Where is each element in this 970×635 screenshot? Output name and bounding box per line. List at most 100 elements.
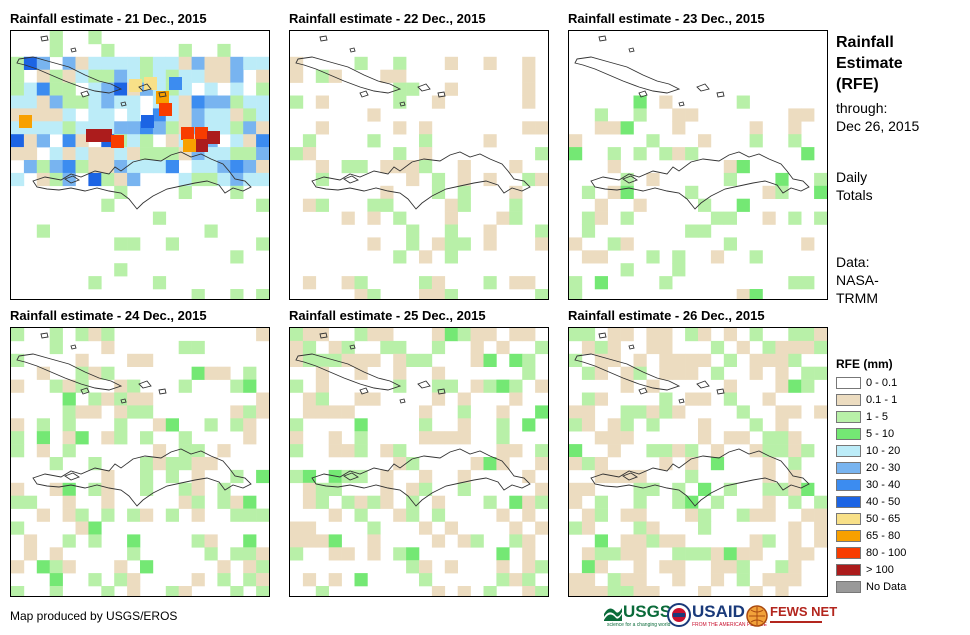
- rainfall-cell: [129, 79, 142, 92]
- rainfall-cell: [496, 211, 510, 225]
- rainfall-cell: [302, 134, 317, 148]
- rainfall-cell: [144, 77, 157, 90]
- rainfall-cell: [672, 121, 686, 135]
- rainfall-cell: [191, 95, 205, 109]
- rainfall-grid: [290, 56, 548, 299]
- rainfall-cell: [354, 495, 368, 509]
- rainfall-cell: [483, 237, 497, 251]
- coastline-path: [359, 387, 369, 395]
- rainfall-cell: [11, 560, 25, 574]
- rainfall-cell: [788, 328, 802, 342]
- rainfall-cell: [509, 276, 523, 290]
- rainfall-cell: [256, 134, 269, 148]
- rainfall-cell: [646, 444, 660, 458]
- rainfall-cell: [230, 185, 244, 199]
- rainfall-cell: [207, 131, 220, 144]
- fewsnet-underline: [770, 621, 822, 623]
- rainfall-cell: [178, 108, 192, 122]
- rainfall-cell: [659, 328, 673, 342]
- rainfall-cell: [49, 31, 63, 45]
- legend-swatch: [836, 547, 861, 559]
- rainfall-cell: [315, 353, 329, 367]
- rainfall-cell: [393, 366, 407, 380]
- rainfall-cell: [607, 121, 621, 135]
- rainfall-cell: [165, 147, 179, 161]
- rainfall-cell: [88, 521, 102, 535]
- rainfall-cell: [672, 263, 686, 277]
- legend-label: 50 - 65: [866, 513, 901, 525]
- rainfall-cell: [290, 547, 304, 561]
- legend-label: 0 - 0.1: [866, 377, 898, 389]
- rainfall-cell: [483, 379, 497, 393]
- rainfall-cell: [672, 573, 686, 587]
- through-block: through: Dec 26, 2015: [836, 99, 919, 135]
- rainfall-cell: [290, 469, 304, 484]
- rainfall-cell: [127, 573, 141, 587]
- rainfall-cell: [49, 43, 63, 58]
- rainfall-cell: [230, 547, 244, 561]
- rainfall-cell: [75, 56, 89, 70]
- rainfall-cell: [204, 224, 218, 238]
- rainfall-cell: [633, 198, 647, 212]
- rainfall-cell: [49, 379, 63, 393]
- rainfall-cell: [646, 340, 660, 355]
- rainfall-cell: [302, 198, 317, 212]
- rainfall-cell: [36, 172, 50, 187]
- rainfall-cell: [127, 379, 141, 393]
- rainfall-cell: [457, 482, 471, 496]
- rainfall-cell: [256, 547, 269, 561]
- rainfall-cell: [788, 560, 802, 574]
- rainfall-cell: [152, 211, 167, 225]
- rainfall-cell: [204, 547, 218, 561]
- rainfall-cell: [535, 405, 548, 419]
- coastline-path: [295, 353, 402, 391]
- rainfall-cell: [801, 340, 815, 355]
- rainfall-cell: [406, 457, 420, 471]
- rainfall-cell: [49, 547, 63, 561]
- rainfall-cell: [685, 444, 699, 458]
- rainfall-cell: [444, 211, 458, 225]
- rainfall-cell: [140, 482, 154, 496]
- rainfall-cell: [633, 95, 647, 109]
- rainfall-cell: [431, 366, 446, 380]
- rainfall-cell: [101, 172, 115, 187]
- rainfall-cell: [419, 160, 433, 174]
- rainfall-cell: [230, 418, 244, 432]
- rainfall-cell: [801, 379, 815, 393]
- rainfall-cell: [685, 547, 699, 561]
- rainfall-cell: [620, 586, 634, 596]
- rainfall-cell: [620, 508, 634, 522]
- coastline-path: [80, 387, 90, 395]
- rainfall-cell: [49, 160, 63, 174]
- rainfall-cell: [256, 392, 269, 406]
- coastline-path: [319, 35, 328, 42]
- through-date: Dec 26, 2015: [836, 118, 920, 134]
- rainfall-cell: [302, 521, 317, 535]
- rainfall-cell: [509, 328, 523, 342]
- rainfall-cell: [483, 134, 497, 148]
- rainfall-cell: [457, 392, 471, 406]
- rainfall-cell: [341, 444, 355, 458]
- rainfall-cell: [457, 198, 471, 212]
- rainfall-cell: [49, 108, 63, 122]
- rainfall-cell: [633, 108, 647, 122]
- coastline-path: [349, 47, 356, 53]
- rainfall-cell: [101, 108, 115, 122]
- rainfall-cell: [710, 573, 725, 587]
- rainfall-cell: [88, 95, 102, 109]
- rainfall-cell: [672, 560, 686, 574]
- rainfall-cell: [178, 95, 192, 109]
- rainfall-cell: [393, 69, 407, 83]
- rainfall-cell: [406, 547, 420, 561]
- rainfall-cell: [127, 108, 141, 122]
- rainfall-cell: [290, 95, 304, 109]
- rainfall-cell: [152, 457, 167, 471]
- rainfall-grid: [290, 328, 548, 596]
- rainfall-cell: [607, 573, 621, 587]
- rainfall-cell: [165, 237, 179, 251]
- rainfall-cell: [36, 508, 50, 522]
- rainfall-cell: [217, 147, 231, 161]
- coastline-path: [638, 90, 648, 98]
- rainfall-cell: [101, 431, 115, 445]
- rainfall-cell: [36, 134, 50, 148]
